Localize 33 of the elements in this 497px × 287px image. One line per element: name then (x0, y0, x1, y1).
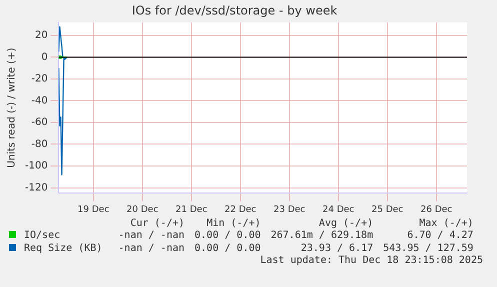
text: 23.93 / 6.17 (300, 242, 374, 255)
x-tick-label: 26 Dec (420, 204, 452, 215)
y-tick-label: -80 (31, 138, 48, 150)
x-tick-label: 23 Dec (274, 204, 306, 215)
x-tick-label: 19 Dec (78, 204, 110, 215)
y-tick-label: -60 (31, 117, 48, 128)
legend-label: IO/sec (24, 230, 60, 241)
text: -nan / -nan (117, 229, 185, 242)
chart-title: IOs for /dev/ssd/storage - by week (132, 3, 338, 18)
y-tick-label: -20 (31, 74, 48, 85)
text: 0.00 / 0.00 (194, 229, 261, 242)
y-tick-label: -120 (24, 182, 48, 194)
text: 267.61m / 629.18m (270, 229, 374, 242)
legend-label: Req Size (KB) (24, 243, 102, 254)
x-tick-label: 22 Dec (224, 204, 256, 215)
y-tick-label: -100 (24, 160, 48, 172)
y-tick-label: -40 (31, 95, 48, 106)
x-tick-label: 20 Dec (126, 204, 158, 215)
text: -nan / -nan (117, 242, 185, 255)
text: Min (-/+) (206, 218, 261, 229)
y-tick-label: 0 (41, 52, 48, 63)
x-tick-label: 21 Dec (176, 204, 208, 215)
y-tick-label: 20 (34, 30, 48, 42)
text: Avg (-/+) (318, 218, 374, 229)
text: 0.00 / 0.00 (194, 242, 261, 255)
text: 543.95 / 127.59 (382, 242, 474, 255)
text: 6.70 / 4.27 (406, 229, 474, 242)
y-axis-title: Units read (-) / write (+) (6, 48, 18, 168)
text: Max (-/+) (418, 218, 474, 229)
text: Last update: Thu Dec 18 23:15:08 2025 (259, 255, 484, 266)
text: Cur (-/+) (129, 218, 185, 229)
x-tick-label: 25 Dec (372, 204, 404, 215)
x-tick-label: 24 Dec (322, 204, 354, 215)
